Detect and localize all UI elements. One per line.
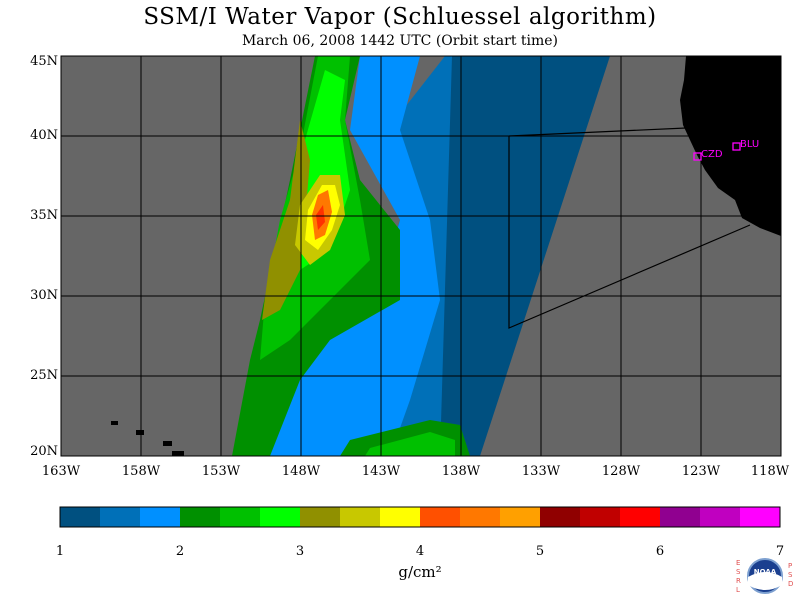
band-light-blue — [235, 56, 440, 456]
logo-left-letters-e: E — [736, 559, 740, 567]
colorbar-frame — [59, 506, 781, 528]
island-oahu — [136, 430, 144, 435]
svg-text:D: D — [788, 580, 793, 588]
station-marker-czd — [693, 152, 702, 161]
logo-emblem-text: NOAA — [754, 568, 777, 576]
colorbar-swatch — [140, 507, 181, 527]
colorbar-tick-6: 6 — [655, 544, 665, 559]
lat-label-40n: 40N — [30, 128, 58, 143]
graticule — [61, 56, 781, 456]
region-outline-top — [508, 127, 687, 137]
colorbar-swatch — [660, 507, 701, 527]
lon-label-138w: 138W — [441, 464, 481, 479]
station-label-czd: CZD — [701, 149, 723, 160]
swath-data — [232, 56, 610, 456]
colorbar-swatch — [580, 507, 621, 527]
lon-label-148w: 148W — [281, 464, 321, 479]
band-olive — [262, 120, 310, 320]
colorbar-swatch — [260, 507, 301, 527]
colorbar-swatch — [100, 507, 141, 527]
lon-label-128w: 128W — [601, 464, 641, 479]
colorbar-tick-2: 2 — [175, 544, 185, 559]
svg-text:S: S — [736, 568, 741, 576]
colorbar-tick-4: 4 — [415, 544, 425, 559]
colorbar-swatch — [380, 507, 421, 527]
island-hawaii — [172, 451, 184, 456]
svg-text:L: L — [736, 586, 740, 594]
colorbar-units: g/cm² — [398, 563, 442, 581]
esrl-psd-logo: NOAA E S R L P S D — [732, 555, 798, 599]
lat-label-30n: 30N — [30, 288, 58, 303]
colorbar-swatch — [740, 507, 781, 527]
colorbar-swatch — [500, 507, 541, 527]
band-green-south-bright — [365, 432, 455, 456]
colorbar-swatch — [420, 507, 461, 527]
station-label-blu: BLU — [740, 139, 759, 150]
lon-label-158w: 158W — [121, 464, 161, 479]
colorbar-swatch — [340, 507, 381, 527]
lat-label-45n: 45N — [30, 54, 58, 69]
lon-label-143w: 143W — [361, 464, 401, 479]
lat-label-25n: 25N — [30, 368, 58, 383]
colorbar-swatch — [460, 507, 501, 527]
colorbar-swatch — [700, 507, 741, 527]
lat-label-20n: 20N — [30, 444, 58, 459]
colorbar-swatch — [60, 507, 101, 527]
svg-text:S: S — [788, 571, 793, 579]
lon-label-153w: 153W — [201, 464, 241, 479]
lon-label-133w: 133W — [521, 464, 561, 479]
land-california — [680, 56, 781, 236]
colorbar-swatch — [620, 507, 661, 527]
colorbar-tick-7: 7 — [775, 544, 785, 559]
svg-text:P: P — [788, 562, 792, 570]
island-maui — [163, 441, 172, 446]
band-red-orange — [316, 205, 325, 230]
colorbar-swatch — [540, 507, 581, 527]
lon-label-123w: 123W — [681, 464, 721, 479]
station-marker-blu — [732, 142, 741, 151]
island-kauai — [111, 421, 118, 425]
lon-label-118w: 118W — [750, 464, 790, 479]
svg-text:R: R — [736, 577, 741, 585]
map-frame — [60, 55, 782, 457]
map-title: SSM/I Water Vapor (Schluessel algorithm) — [143, 4, 657, 30]
colorbar-tick-3: 3 — [295, 544, 305, 559]
colorbar-swatch — [180, 507, 221, 527]
map-subtitle: March 06, 2008 1442 UTC (Orbit start tim… — [241, 33, 559, 49]
region-outline — [508, 136, 751, 329]
colorbar-swatch — [220, 507, 261, 527]
lat-label-35n: 35N — [30, 208, 58, 223]
lon-label-163w: 163W — [41, 464, 81, 479]
colorbar-tick-1: 1 — [55, 544, 65, 559]
colorbar-swatch — [300, 507, 341, 527]
colorbar-tick-5: 5 — [535, 544, 545, 559]
colorbar — [60, 507, 781, 527]
